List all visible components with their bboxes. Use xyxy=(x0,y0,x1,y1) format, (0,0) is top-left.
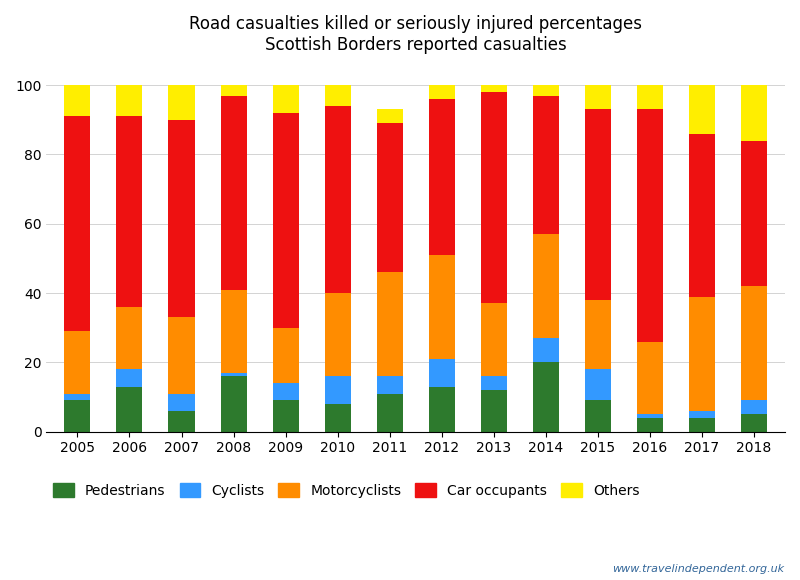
Bar xyxy=(429,359,454,387)
Bar xyxy=(689,133,714,296)
Bar xyxy=(429,255,454,359)
Bar xyxy=(221,85,246,96)
Bar xyxy=(429,387,454,432)
Bar xyxy=(169,120,194,317)
Bar xyxy=(533,85,558,96)
Bar xyxy=(741,85,766,140)
Bar xyxy=(689,411,714,418)
Bar xyxy=(377,272,402,376)
Bar xyxy=(585,369,610,400)
Bar xyxy=(741,286,766,400)
Bar xyxy=(689,418,714,432)
Bar xyxy=(65,331,90,394)
Title: Road casualties killed or seriously injured percentages
Scottish Borders reporte: Road casualties killed or seriously inju… xyxy=(189,15,642,54)
Bar xyxy=(169,317,194,394)
Bar xyxy=(273,328,298,383)
Bar xyxy=(273,400,298,432)
Bar xyxy=(117,85,142,117)
Bar xyxy=(533,96,558,234)
Bar xyxy=(65,117,90,331)
Bar xyxy=(533,338,558,362)
Bar xyxy=(481,376,506,390)
Bar xyxy=(637,414,662,418)
Bar xyxy=(325,293,350,376)
Bar xyxy=(637,85,662,110)
Bar xyxy=(585,400,610,432)
Bar xyxy=(585,300,610,369)
Bar xyxy=(65,400,90,432)
Bar xyxy=(377,394,402,432)
Bar xyxy=(741,414,766,432)
Bar xyxy=(377,124,402,272)
Bar xyxy=(429,99,454,255)
Bar xyxy=(65,394,90,400)
Bar xyxy=(273,85,298,113)
Bar xyxy=(65,85,90,117)
Bar xyxy=(377,110,402,124)
Bar xyxy=(117,307,142,369)
Legend: Pedestrians, Cyclists, Motorcyclists, Car occupants, Others: Pedestrians, Cyclists, Motorcyclists, Ca… xyxy=(53,483,639,498)
Bar xyxy=(377,376,402,394)
Bar xyxy=(741,400,766,414)
Bar xyxy=(221,376,246,432)
Bar xyxy=(481,85,506,92)
Bar xyxy=(533,362,558,432)
Bar xyxy=(273,383,298,400)
Bar xyxy=(689,85,714,133)
Bar xyxy=(221,373,246,376)
Bar xyxy=(741,140,766,286)
Bar xyxy=(585,85,610,110)
Bar xyxy=(325,106,350,293)
Bar xyxy=(481,92,506,303)
Bar xyxy=(117,117,142,307)
Bar xyxy=(169,85,194,120)
Bar xyxy=(481,390,506,432)
Bar xyxy=(637,110,662,342)
Bar xyxy=(117,387,142,432)
Bar xyxy=(325,85,350,106)
Bar xyxy=(325,376,350,404)
Bar xyxy=(585,110,610,300)
Bar xyxy=(169,394,194,411)
Bar xyxy=(689,296,714,411)
Bar xyxy=(273,113,298,328)
Text: www.travelindependent.org.uk: www.travelindependent.org.uk xyxy=(612,564,784,574)
Bar xyxy=(533,234,558,338)
Bar xyxy=(637,342,662,414)
Bar xyxy=(169,411,194,432)
Bar xyxy=(221,289,246,373)
Bar xyxy=(221,96,246,289)
Bar xyxy=(117,369,142,387)
Bar xyxy=(429,85,454,99)
Bar xyxy=(637,418,662,432)
Bar xyxy=(325,404,350,432)
Bar xyxy=(481,303,506,376)
